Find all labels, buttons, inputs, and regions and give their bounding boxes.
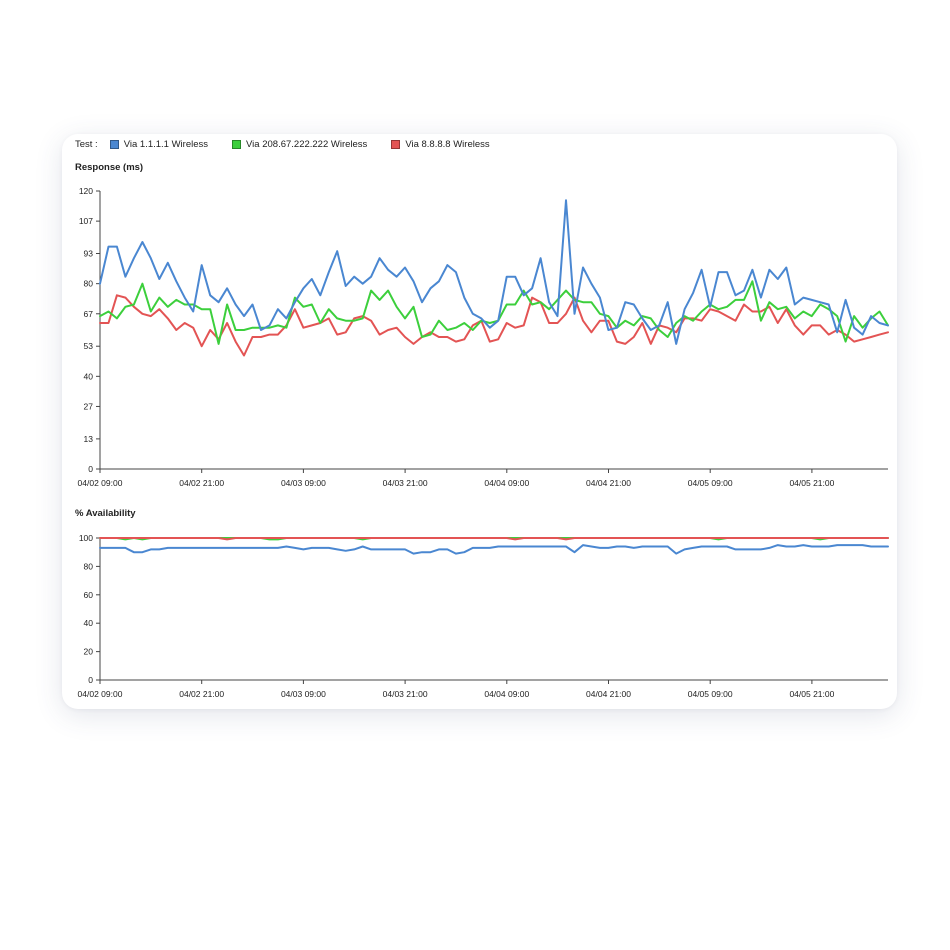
- x-tick-label: 04/02 21:00: [179, 689, 224, 699]
- series-line-1: [99, 544, 889, 555]
- series-line-2: [99, 280, 889, 345]
- y-tick-label: 40: [84, 371, 94, 381]
- x-tick-label: 04/05 09:00: [688, 478, 733, 488]
- availability-chart-title: % Availability: [75, 508, 136, 519]
- y-tick-label: 20: [84, 647, 94, 657]
- x-tick-label: 04/04 21:00: [586, 478, 631, 488]
- y-tick-label: 27: [84, 401, 94, 411]
- x-tick-label: 04/04 09:00: [484, 478, 529, 488]
- x-tick-label: 04/02 09:00: [78, 689, 123, 699]
- legend-label-3: Via 8.8.8.8 Wireless: [405, 138, 490, 150]
- x-tick-label: 04/02 09:00: [78, 478, 123, 488]
- x-tick-label: 04/02 21:00: [179, 478, 224, 488]
- y-tick-label: 0: [88, 464, 93, 474]
- y-tick-label: 0: [88, 675, 93, 685]
- x-tick-label: 04/04 21:00: [586, 689, 631, 699]
- chart-card: Test : Via 1.1.1.1 Wireless Via 208.67.2…: [62, 134, 897, 709]
- x-tick-label: 04/05 21:00: [789, 689, 834, 699]
- x-tick-label: 04/05 21:00: [789, 478, 834, 488]
- y-tick-label: 107: [79, 216, 93, 226]
- legend-item-1[interactable]: Via 1.1.1.1 Wireless: [109, 138, 209, 150]
- y-tick-label: 40: [84, 618, 94, 628]
- legend-label-2: Via 208.67.222.222 Wireless: [246, 138, 368, 150]
- legend: Test : Via 1.1.1.1 Wireless Via 208.67.2…: [75, 138, 514, 150]
- y-tick-label: 100: [79, 533, 93, 543]
- legend-label-1: Via 1.1.1.1 Wireless: [123, 138, 209, 150]
- y-tick-label: 60: [84, 590, 94, 600]
- y-tick-label: 93: [84, 249, 94, 259]
- x-tick-label: 04/05 09:00: [688, 689, 733, 699]
- x-tick-label: 04/04 09:00: [484, 689, 529, 699]
- charts-svg: 0 13 27 40 53 67 80 93 107 120 04/02 09:00 04/02 21…: [78, 186, 889, 699]
- y-tick-label: 80: [84, 561, 94, 571]
- series-line-1: [99, 199, 889, 345]
- y-tick-label: 13: [84, 434, 94, 444]
- x-tick-label: 04/03 21:00: [383, 478, 428, 488]
- series-line-3: [99, 294, 889, 357]
- chart-2: 0 20 40 60 80 100 04/02 09:00 04/02 21:00 04/03 …: [78, 533, 889, 699]
- y-tick-label: 53: [84, 341, 94, 351]
- series-line-3: [99, 537, 889, 541]
- chart-1: 0 13 27 40 53 67 80 93 107 120 04/02 09:00 04/02 21…: [78, 186, 889, 488]
- legend-swatch-3: [391, 139, 401, 149]
- y-tick-label: 120: [79, 186, 93, 196]
- response-chart-title: Response (ms): [75, 162, 144, 173]
- legend-item-2[interactable]: Via 208.67.222.222 Wireless: [232, 139, 367, 150]
- y-tick-label: 67: [84, 309, 94, 319]
- x-tick-label: 04/03 09:00: [281, 689, 326, 699]
- legend-swatch-1: [109, 139, 119, 149]
- y-tick-label: 80: [84, 279, 94, 289]
- legend-title: Test :: [75, 138, 98, 150]
- x-tick-label: 04/03 09:00: [281, 478, 326, 488]
- legend-item-3[interactable]: Via 8.8.8.8 Wireless: [391, 138, 490, 150]
- x-tick-label: 04/03 21:00: [383, 689, 428, 699]
- legend-swatch-2: [232, 139, 242, 149]
